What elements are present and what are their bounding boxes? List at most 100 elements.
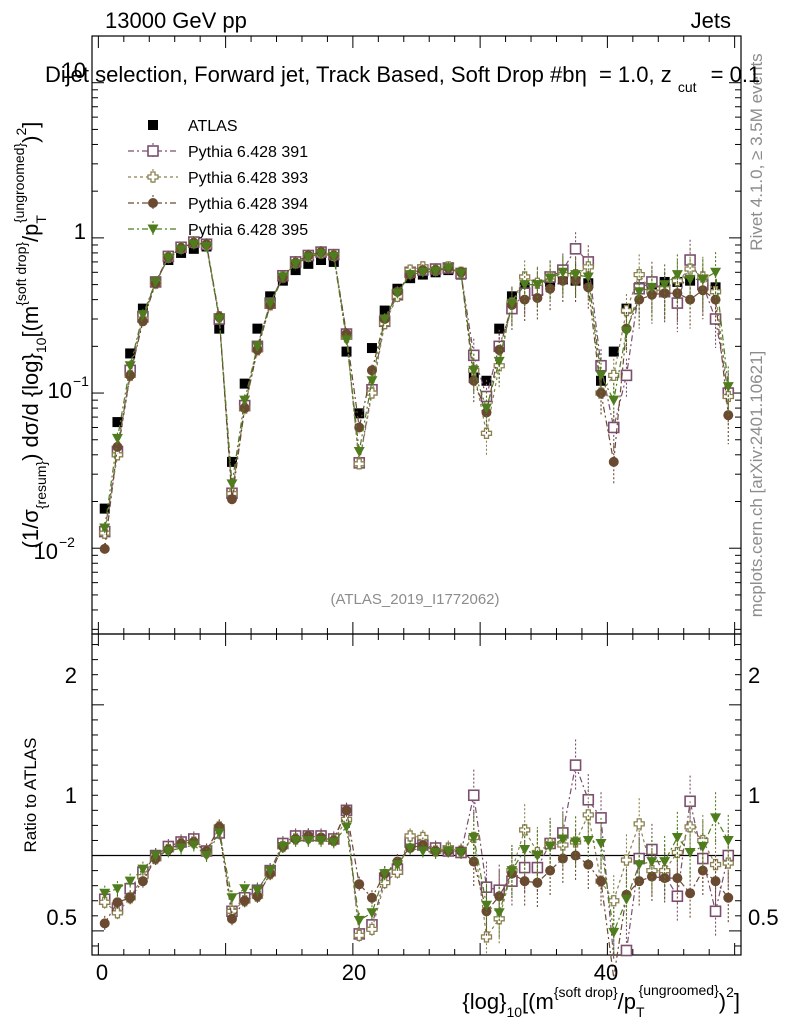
ratio-point-pythia-6-428-395 — [570, 837, 582, 848]
main-point-atlas — [366, 343, 377, 354]
main-point-pythia-6-428-394 — [519, 294, 530, 305]
ratio-point-pythia-6-428-395 — [366, 908, 378, 919]
main-ytick-exp-1e-1: −1 — [73, 373, 89, 389]
analysis-id-label: (ATLAS_2019_I1772062) — [330, 591, 499, 608]
ratio-point-pythia-6-428-393 — [404, 830, 416, 842]
ratio-point-pythia-6-428-395 — [710, 813, 722, 824]
main-point-atlas — [494, 323, 505, 334]
ratio-point-pythia-6-428-394 — [99, 918, 110, 929]
ratio-point-pythia-6-428-391 — [569, 759, 582, 771]
main-point-atlas — [608, 346, 619, 357]
ratio-point-pythia-6-428-395 — [251, 885, 263, 896]
ratio-point-pythia-6-428-394 — [239, 895, 250, 906]
ratio-point-pythia-6-428-395 — [124, 876, 136, 887]
main-series-line-pythia-6-428-393 — [104, 242, 729, 534]
ratio-frame-box — [91, 633, 742, 956]
main-point-pythia-6-428-394 — [545, 283, 556, 294]
ratio-point-pythia-6-428-395 — [188, 840, 200, 851]
ratio-point-pythia-6-428-395 — [277, 841, 289, 852]
ratio-point-pythia-6-428-393 — [684, 821, 696, 833]
ratio-point-pythia-6-428-395 — [684, 848, 696, 859]
main-point-pythia-6-428-395 — [137, 310, 149, 321]
ratio-point-pythia-6-428-391 — [709, 905, 722, 918]
main-point-atlas — [125, 348, 136, 359]
main-point-atlas — [239, 378, 250, 389]
main-point-pythia-6-428-395 — [468, 365, 480, 376]
ratio-point-pythia-6-428-395 — [595, 838, 607, 849]
legend-point — [148, 198, 158, 208]
main-point-pythia-6-428-395 — [570, 270, 582, 281]
ratio-point-pythia-6-428-393 — [480, 931, 493, 943]
main-point-pythia-6-428-395 — [213, 314, 225, 325]
main-point-pythia-6-428-395 — [697, 274, 709, 285]
ratio-point-pythia-6-428-395 — [557, 834, 569, 845]
ratio-point-pythia-6-428-394 — [519, 876, 530, 887]
ratio-point-pythia-6-428-395 — [468, 832, 480, 843]
main-ylabel: (1/σ{resum}) dσ/d {log}10[(m{soft drop}/… — [11, 122, 49, 549]
legend: ATLAS Pythia 6.428 391 Pythia 6.428 393 … — [128, 118, 308, 239]
main-point-atlas — [303, 258, 314, 269]
ratio-point-pythia-6-428-395 — [722, 835, 734, 846]
main-point-atlas — [137, 303, 148, 314]
ratio-point-pythia-6-428-394 — [481, 906, 492, 917]
main-point-pythia-6-428-395 — [506, 298, 518, 309]
main-point-pythia-6-428-393 — [366, 387, 378, 399]
main-point-atlas — [214, 323, 225, 334]
ratio-point-pythia-6-428-393 — [366, 923, 378, 936]
ratio-point-pythia-6-428-395 — [697, 841, 709, 852]
ratio-point-pythia-6-428-395 — [480, 900, 492, 911]
main-ytick-label-1e-1: 10 — [48, 378, 72, 403]
main-point-pythia-6-428-391 — [569, 243, 582, 255]
main-point-pythia-6-428-394 — [239, 403, 250, 414]
main-point-pythia-6-428-394 — [646, 289, 657, 300]
ratio-point-pythia-6-428-393 — [620, 854, 633, 866]
main-point-pythia-6-428-394 — [583, 282, 594, 293]
main-point-pythia-6-428-395 — [480, 403, 492, 414]
legend-label-391: Pythia 6.428 391 — [188, 144, 308, 161]
ratio-point-pythia-6-428-395 — [493, 908, 505, 919]
main-point-pythia-6-428-391 — [620, 369, 633, 382]
main-point-pythia-6-428-394 — [596, 388, 607, 399]
main-point-atlas — [354, 408, 365, 419]
main-point-pythia-6-428-395 — [646, 282, 658, 293]
main-point-pythia-6-428-395 — [608, 395, 620, 406]
ratio-point-pythia-6-428-395 — [137, 864, 149, 875]
ratio-series-pythia-6-428-395 — [99, 792, 734, 955]
main-point-pythia-6-428-395 — [455, 268, 467, 279]
ratio-point-pythia-6-428-394 — [532, 877, 543, 888]
ratio-point-pythia-6-428-395 — [226, 893, 238, 904]
legend-marker-395 — [128, 221, 178, 237]
main-ytick-exp-1e-2: −2 — [59, 534, 75, 550]
main-point-pythia-6-428-393 — [111, 449, 124, 461]
ratio-point-pythia-6-428-395 — [175, 843, 187, 854]
ratio-point-pythia-6-428-394 — [685, 888, 696, 899]
legend-marker-391 — [128, 143, 178, 159]
ratio-point-pythia-6-428-395 — [544, 841, 556, 852]
ratio-point-pythia-6-428-395 — [162, 846, 174, 857]
xtick-label-0: 0 — [96, 960, 108, 985]
main-point-pythia-6-428-393 — [582, 261, 594, 273]
ratio-point-pythia-6-428-395 — [379, 869, 391, 880]
ratio-point-pythia-6-428-395 — [417, 846, 429, 857]
ratio-point-pythia-6-428-395 — [506, 866, 518, 877]
main-point-pythia-6-428-395 — [366, 376, 378, 387]
ratio-point-pythia-6-428-395 — [391, 860, 403, 871]
xtick-label-20: 20 — [342, 960, 366, 985]
main-point-pythia-6-428-395 — [417, 267, 429, 278]
ratio-point-pythia-6-428-395 — [633, 860, 645, 871]
main-point-pythia-6-428-391 — [607, 421, 620, 434]
main-point-pythia-6-428-394 — [532, 292, 543, 303]
ratio-point-pythia-6-428-394 — [137, 876, 148, 887]
xlabel: {log}10[(m{soft drop}/pT{ungroomed})2] — [462, 982, 740, 1020]
main-point-pythia-6-428-393 — [620, 304, 633, 317]
main-point-pythia-6-428-395 — [404, 270, 416, 281]
main-point-pythia-6-428-393 — [633, 268, 645, 281]
ratio-point-pythia-6-428-395 — [353, 915, 365, 926]
main-point-pythia-6-428-395 — [162, 253, 174, 264]
main-point-atlas — [252, 323, 263, 334]
main-series-line-pythia-6-428-395 — [104, 243, 729, 529]
main-ytick-label-1: 1 — [74, 219, 86, 244]
main-axis-ticks — [92, 35, 741, 634]
ratio-point-pythia-6-428-395 — [328, 837, 340, 848]
legend-label-atlas: ATLAS — [188, 118, 238, 135]
